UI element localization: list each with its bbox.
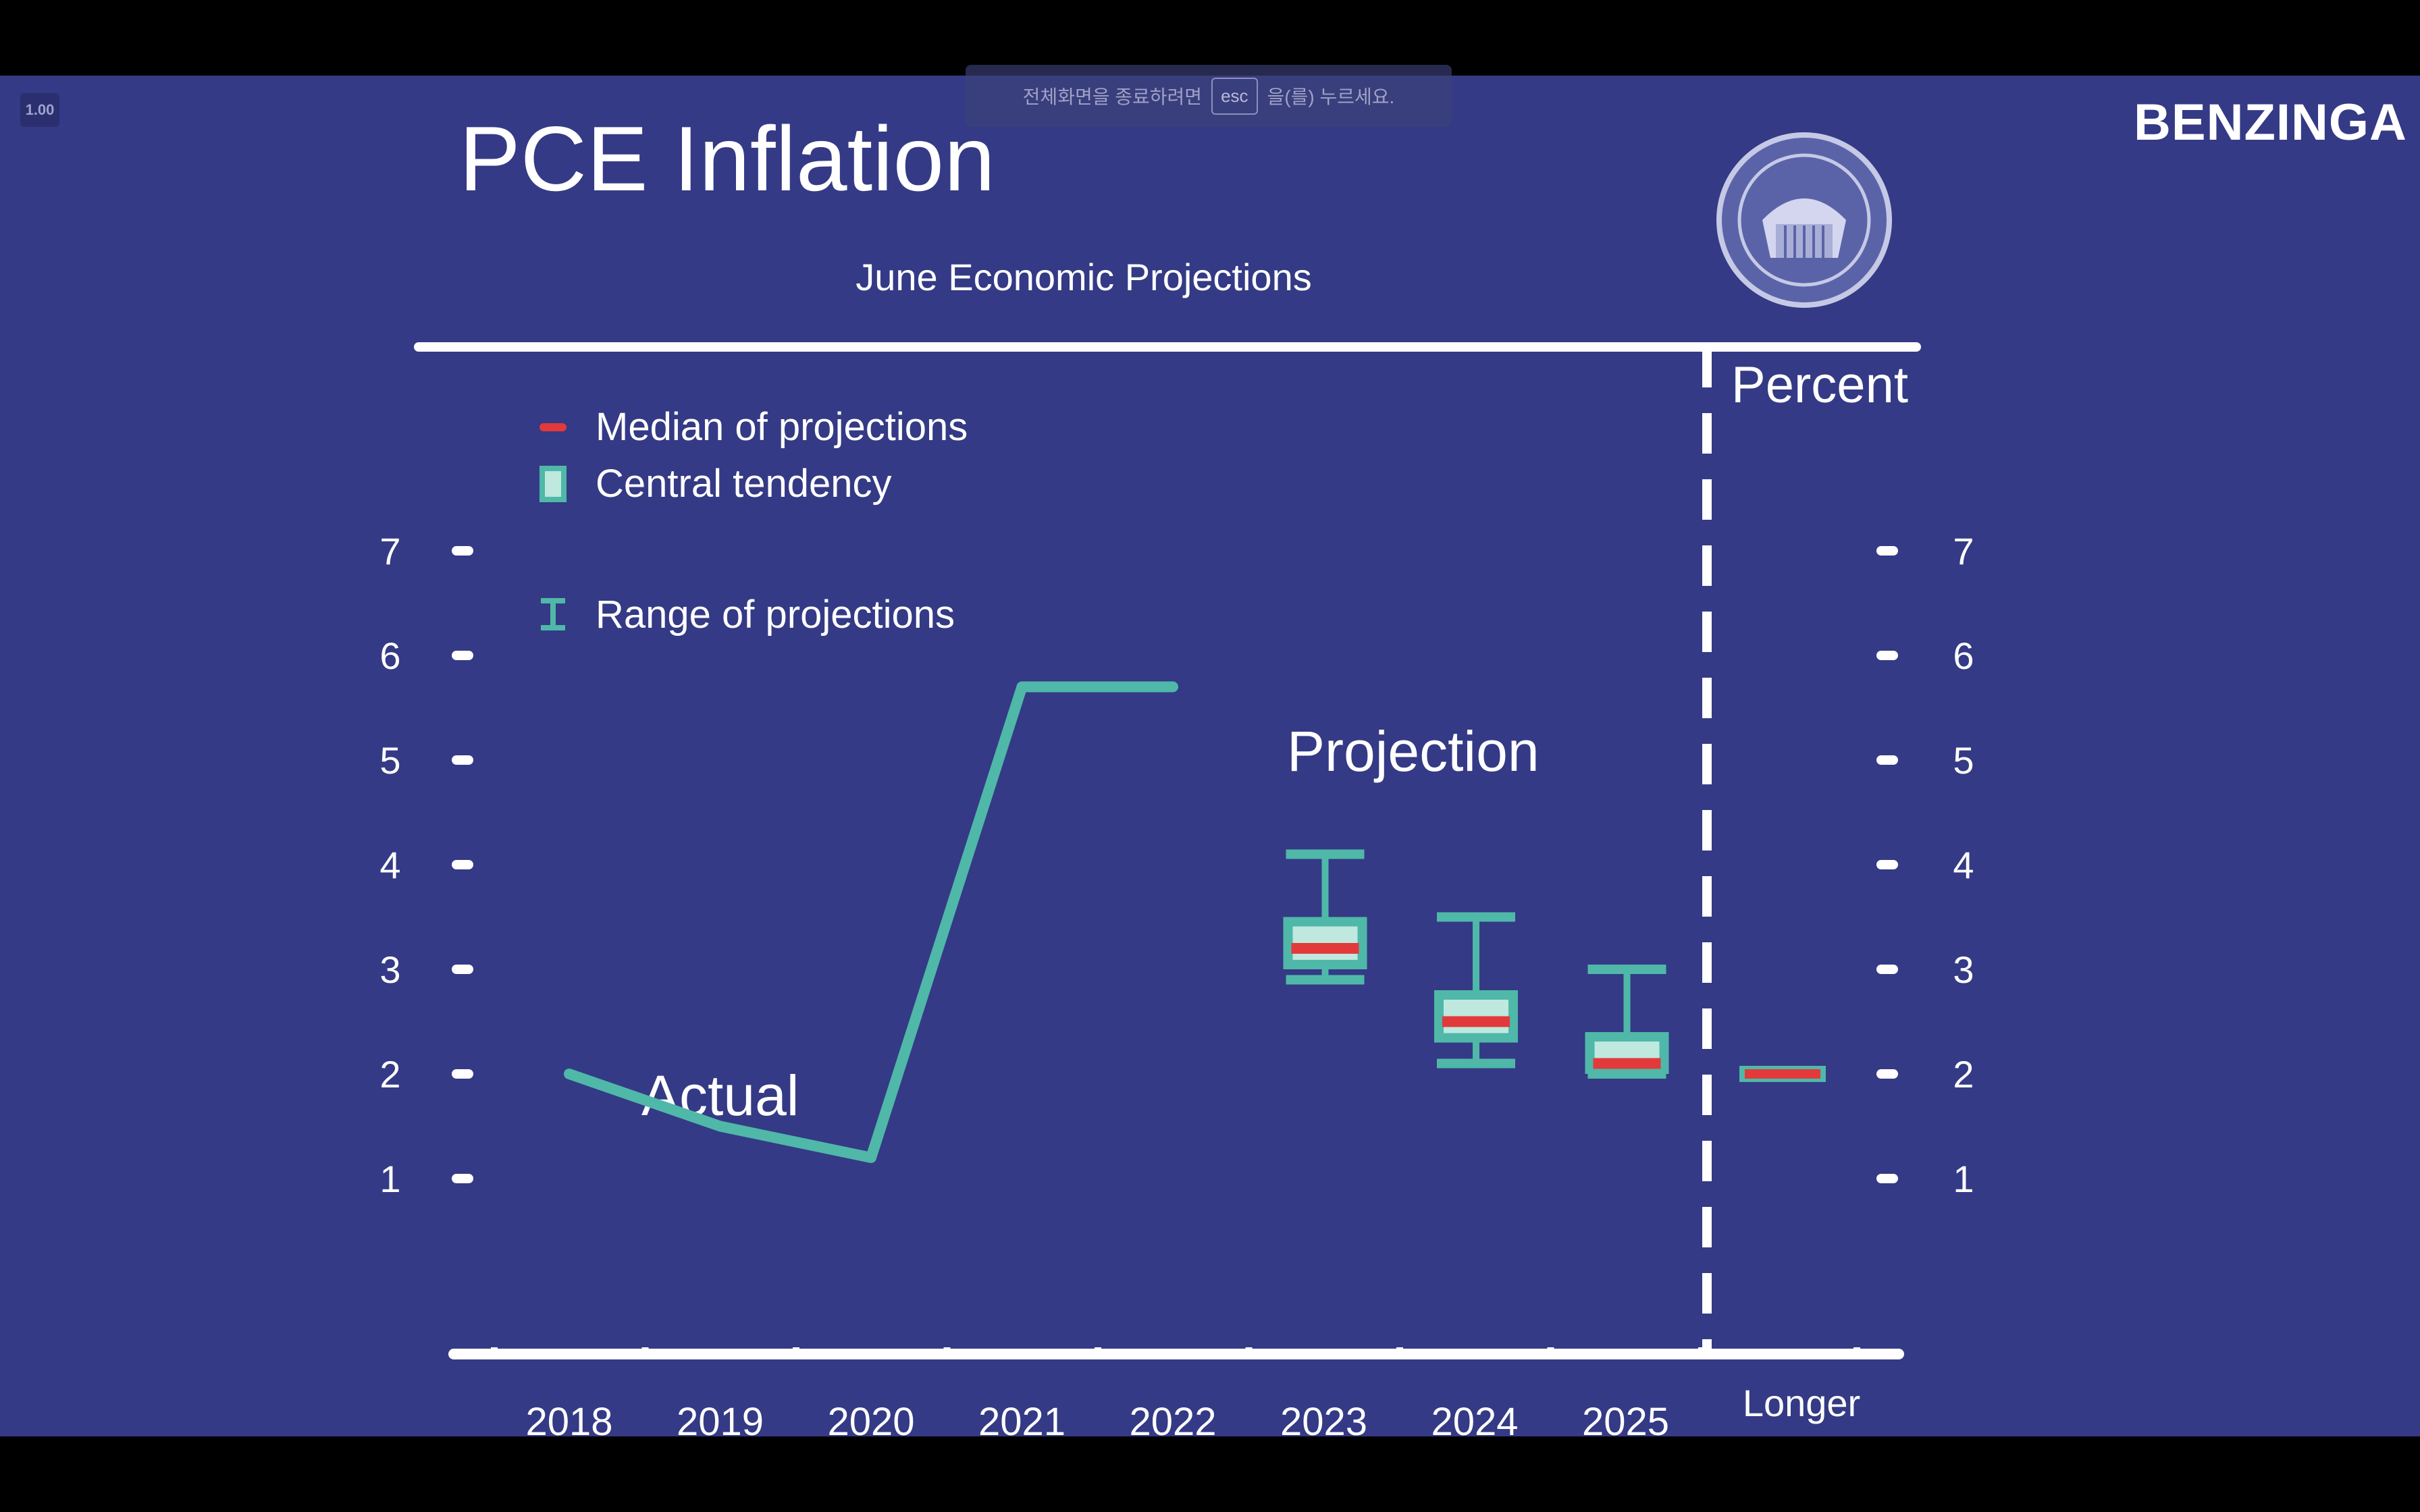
y-tick-label-right: 5 <box>1953 739 1974 782</box>
fullscreen-exit-notice: 전체화면을 종료하려면 esc 을(를) 누르세요. <box>966 65 1452 127</box>
y-tick-label-left: 7 <box>379 530 400 572</box>
y-tick-label-left: 3 <box>379 948 400 991</box>
legend-range-label: Range of projections <box>596 593 955 637</box>
legend-range-swatch <box>541 598 565 630</box>
y-tick-label-right: 3 <box>1953 948 1974 991</box>
projection-2023 <box>1283 849 1367 985</box>
presentation-slide: PCE Inflation June Economic Projections … <box>0 76 2420 1436</box>
esc-key: esc <box>1211 77 1258 115</box>
y-tick-label-right: 1 <box>1953 1158 1974 1200</box>
legend-median-label: Median of projections <box>596 405 968 449</box>
federal-reserve-seal-icon <box>1716 132 1892 308</box>
legend-central-label: Central tendency <box>596 462 891 506</box>
pce-inflation-chart: PCE Inflation June Economic Projections … <box>379 107 1974 1436</box>
x-tick-label: Longerrun <box>1743 1382 1860 1436</box>
actual-inflation-line <box>564 681 1178 1163</box>
y-tick-label-left: 4 <box>379 844 400 886</box>
annotation-projection: Projection <box>1287 720 1540 783</box>
chart-legend: Median of projections Central tendency R… <box>540 405 968 637</box>
projection-boxes <box>1283 849 1826 1082</box>
x-tick-label: 2019 <box>677 1400 764 1436</box>
chart-subtitle: June Economic Projections <box>856 256 1311 298</box>
median-marker <box>1442 1016 1510 1027</box>
x-tick-label: 2024 <box>1431 1400 1518 1436</box>
unit-label: Percent <box>1731 356 1908 414</box>
x-axis-labels: 2018 2019 2020 2021 2022 2023 2024 2025 Longerru… <box>525 1382 1860 1436</box>
projection-longer-run <box>1739 1066 1826 1082</box>
median-marker <box>1593 1058 1661 1069</box>
y-axis-right: 1 2 3 4 5 6 7 <box>1876 530 1974 1200</box>
playback-speed-badge[interactable]: 1.00 <box>20 93 59 127</box>
y-tick-label-right: 2 <box>1953 1053 1974 1096</box>
median-marker <box>1291 943 1359 954</box>
x-tick-label: 2020 <box>827 1400 914 1436</box>
x-tick-label: 2021 <box>978 1400 1066 1436</box>
chart-title: PCE Inflation <box>459 107 995 210</box>
projection-2025 <box>1585 965 1669 1079</box>
y-tick-label-left: 1 <box>379 1158 400 1200</box>
y-tick-label-right: 6 <box>1953 634 1974 677</box>
fullscreen-notice-suffix: 을(를) 누르세요. <box>1267 86 1395 107</box>
y-tick-label-left: 6 <box>379 634 400 677</box>
x-tick-label: 2022 <box>1129 1400 1216 1436</box>
legend-median-swatch <box>540 423 567 431</box>
projection-2024 <box>1434 912 1518 1069</box>
y-tick-label-left: 5 <box>379 739 400 782</box>
x-tick-label: 2023 <box>1280 1400 1367 1436</box>
y-axis-left: 1 2 3 4 5 6 7 <box>379 530 473 1200</box>
y-tick-label-left: 2 <box>379 1053 400 1096</box>
x-tick-label: 2025 <box>1582 1400 1669 1436</box>
y-tick-label-right: 4 <box>1953 844 1974 886</box>
median-marker <box>1745 1069 1820 1079</box>
x-axis-ticks <box>491 1347 1860 1358</box>
benzinga-logo: BENZINGA <box>2134 94 2407 151</box>
y-tick-label-right: 7 <box>1953 530 1974 572</box>
annotation-actual: Actual <box>641 1064 799 1127</box>
fullscreen-notice-prefix: 전체화면을 종료하려면 <box>1022 86 1203 107</box>
x-tick-label: 2018 <box>525 1400 612 1436</box>
